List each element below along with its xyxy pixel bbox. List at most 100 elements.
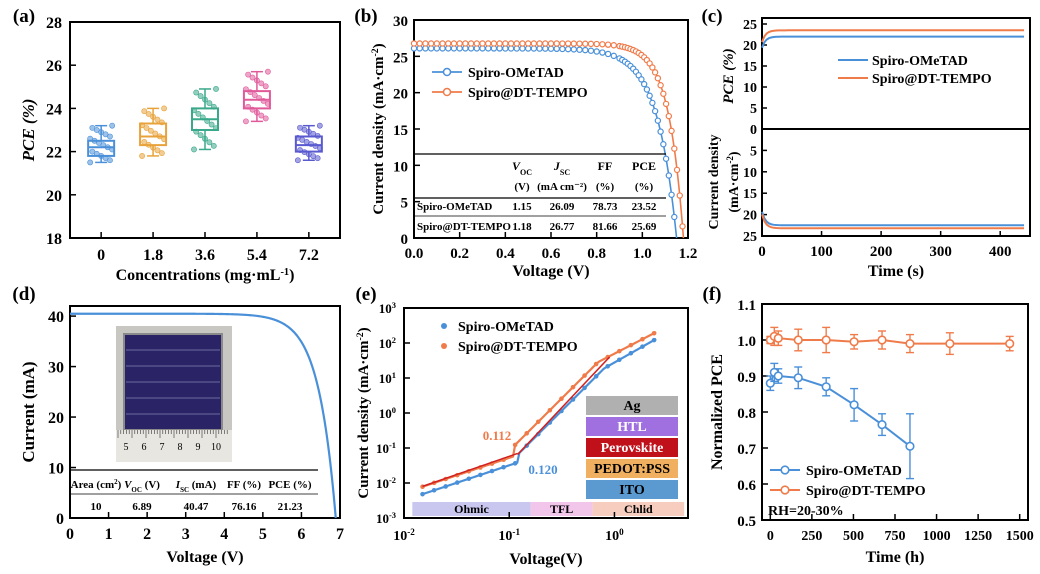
table-cell: 1.18	[512, 221, 532, 233]
data-point	[193, 89, 200, 96]
data-point	[297, 124, 303, 131]
x-tick-label: 0	[758, 244, 766, 260]
superscript: -2	[407, 527, 415, 537]
y-tick-label: 20	[743, 39, 757, 54]
data-point	[582, 385, 587, 391]
text-part: V	[512, 159, 521, 173]
y-axis-label: Current density (mA·cm-2)	[355, 327, 373, 498]
superscript: -2	[355, 332, 366, 340]
y-tick-label: 20	[46, 188, 62, 205]
text-part: 10	[379, 336, 392, 351]
data-point	[213, 125, 219, 131]
legend-marker	[442, 67, 452, 77]
data-point	[422, 40, 429, 47]
panel-label: (f)	[703, 284, 722, 305]
data-point	[195, 110, 202, 117]
x-tick-label: 6	[297, 526, 305, 543]
data-point	[564, 40, 572, 47]
x-tick-label: 300	[929, 244, 952, 260]
data-point	[547, 40, 555, 47]
text-part: J	[553, 159, 561, 173]
data-point	[262, 83, 269, 90]
x-tick-label: 7.2	[299, 247, 319, 264]
subscript: SC	[560, 168, 570, 177]
panel-e: (e)Ohmic TFL Chlid10-310-210-1100101102103…	[355, 284, 689, 568]
x-tick-label: 1000	[923, 529, 951, 544]
region-band	[530, 502, 593, 516]
x-tick-label: 0.8	[587, 246, 606, 262]
x-tick-label: 1250	[964, 529, 992, 544]
data-point	[213, 86, 219, 92]
table-header: Area (cm2)	[71, 478, 122, 491]
text-part: (mA)	[189, 479, 217, 491]
x-tick-label: 100	[605, 527, 624, 544]
y-axis-label: Current (mA)	[19, 361, 38, 462]
data-point	[535, 419, 541, 425]
superscript: -1	[512, 527, 520, 537]
y-tick-label: 25	[393, 50, 408, 66]
data-point	[265, 100, 271, 107]
subscript: OC	[131, 486, 142, 494]
y-tick-label: 22	[46, 145, 62, 162]
y-axis-label: (mA·cm-2)	[725, 151, 742, 213]
panel-label: (e)	[355, 284, 376, 305]
x-tick-label: 3.6	[195, 247, 215, 264]
data-point	[262, 115, 269, 122]
x-tick-label: 10-2	[393, 527, 415, 544]
data-point	[89, 148, 96, 155]
data-point	[245, 103, 252, 110]
data-point	[570, 397, 576, 402]
ruler-label: 6	[142, 442, 147, 453]
data-point	[604, 50, 612, 58]
data-point	[254, 109, 260, 116]
text-part: (V)	[142, 479, 160, 491]
x-tick-label: 0.4	[496, 246, 515, 262]
data-point	[576, 40, 583, 47]
legend-marker	[780, 465, 790, 475]
table-cell: 21.23	[278, 501, 303, 513]
axes-frame	[761, 17, 1031, 237]
data-point	[660, 90, 667, 97]
text-part: Current density (mA·cm	[356, 340, 372, 499]
data-point	[243, 118, 249, 125]
text-part: )	[289, 267, 294, 284]
x-tick-label: 5.4	[247, 247, 267, 264]
y-tick-label: 25	[743, 18, 757, 33]
fit-line	[422, 452, 518, 488]
text-part: )	[371, 43, 387, 48]
data-point	[793, 335, 803, 345]
data-point	[649, 99, 656, 107]
data-point	[87, 135, 94, 142]
panel-b: (b) 0 5 10 15 20 25 30 0.0 0.2 0.4 0.6 0.8 1.0 1.2 Spir…	[354, 6, 697, 280]
data-point	[485, 40, 492, 47]
axes-frame	[69, 305, 341, 519]
data-point	[210, 142, 217, 149]
x-tick-label: 100	[810, 244, 833, 260]
y-tick-label: 28	[46, 15, 62, 32]
data-point	[599, 49, 606, 56]
data-point	[570, 46, 578, 53]
data-point	[668, 191, 675, 198]
table-cell: 26.77	[550, 221, 575, 233]
stack-layer	[586, 396, 678, 415]
y-tick-label: 10	[743, 81, 757, 96]
data-point	[582, 373, 587, 378]
data-point	[542, 40, 549, 47]
legend-label: Spiro-OMeTAD	[806, 464, 902, 479]
data-point	[610, 42, 617, 49]
superscript: -1	[389, 440, 396, 450]
data-point	[158, 150, 165, 157]
text-part: Concentrations (mg·mL	[116, 267, 281, 284]
data-point	[456, 40, 463, 47]
y-tick-label: 40	[48, 309, 64, 326]
y-axis-label: Current density	[707, 134, 722, 229]
text-part: 10	[393, 529, 407, 544]
x-axis-label: Voltage(V)	[509, 551, 582, 568]
data-point	[197, 93, 204, 99]
data-point	[251, 92, 258, 98]
data-point	[657, 82, 664, 89]
x-tick-label: 0	[97, 247, 105, 264]
data-point	[559, 45, 566, 53]
y-tick-label: 0	[401, 232, 409, 248]
ruler-label: 8	[178, 442, 183, 453]
